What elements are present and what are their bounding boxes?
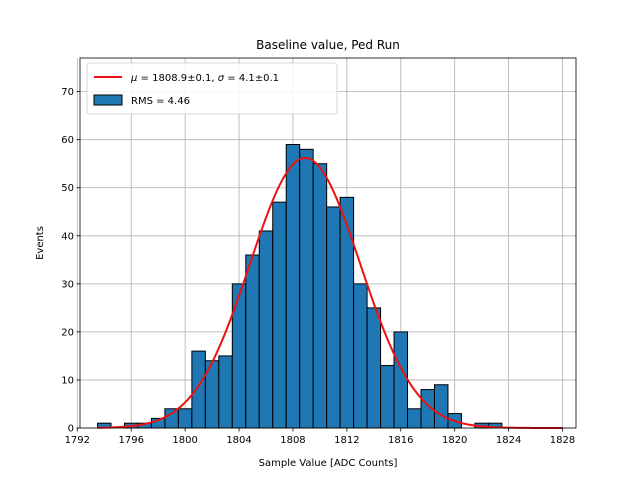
y-tick-label: 40: [61, 231, 74, 242]
y-tick-label: 0: [68, 424, 74, 435]
chart-title: Baseline value, Ped Run: [256, 38, 400, 52]
histogram-bar: [177, 408, 193, 429]
histogram-bar: [353, 283, 368, 429]
y-tick-label: 20: [61, 327, 74, 338]
x-axis-ticks: 1792 1796 1800 1804 1808 1812 1816 1820 1824 1828: [65, 428, 575, 446]
histogram-bar: [393, 331, 409, 429]
plot-frame: [79, 57, 577, 429]
y-tick-label: 30: [61, 279, 74, 290]
x-axis-label: Sample Value [ADC Counts]: [259, 458, 398, 469]
y-tick-label: 50: [61, 183, 74, 194]
y-axis-label: Events: [35, 226, 46, 260]
gaussian-fit-curve: [97, 156, 563, 429]
x-tick-label: 1816: [388, 435, 413, 446]
x-tick-label: 1808: [280, 435, 305, 446]
histogram-bar: [218, 355, 233, 429]
x-tick-label: 1812: [334, 435, 359, 446]
legend-box: [86, 62, 338, 115]
histogram-bar: [366, 307, 382, 429]
y-tick-label: 60: [61, 135, 74, 146]
y-tick-label: 10: [61, 375, 74, 386]
histogram-bar: [258, 230, 274, 429]
x-tick-label: 1804: [226, 435, 251, 446]
y-axis-ticks: 0 10 20 30 40 50 60 70: [61, 87, 80, 435]
legend-mu-symbol: μ: [130, 73, 137, 84]
histogram-bar: [380, 365, 395, 429]
x-tick-label: 1800: [172, 435, 197, 446]
x-tick-label: 1828: [550, 435, 575, 446]
histogram-bar: [231, 283, 247, 429]
histogram-bar: [164, 408, 179, 429]
histogram-bar: [285, 143, 301, 429]
histogram-bar: [407, 408, 422, 429]
histogram-bar: [245, 254, 260, 429]
histogram-bar: [191, 350, 206, 429]
legend-mu-value: = 1808.9±0.1,: [137, 73, 217, 84]
x-tick-label: 1796: [118, 435, 143, 446]
histogram-bar: [272, 201, 287, 429]
x-tick-label: 1824: [496, 435, 521, 446]
histogram-bar: [433, 384, 449, 429]
x-tick-label: 1820: [442, 435, 467, 446]
histogram-bar: [312, 163, 328, 429]
histogram-bar: [299, 148, 314, 429]
histogram-bar: [326, 206, 341, 429]
legend-fit-label: μ = 1808.9±0.1, σ = 4.1±0.1: [130, 73, 279, 84]
x-tick-label: 1792: [65, 435, 90, 446]
legend-sigma-value: = 4.1±0.1: [224, 73, 279, 84]
histogram-bar: [339, 196, 355, 429]
legend-sigma-symbol: σ: [218, 73, 225, 84]
legend-histogram-label: RMS = 4.46: [131, 96, 190, 107]
legend-histogram-swatch: [93, 94, 123, 106]
legend: μ = 1808.9±0.1, σ = 4.1±0.1 RMS = 4.46: [86, 62, 338, 115]
y-tick-label: 70: [61, 87, 74, 98]
